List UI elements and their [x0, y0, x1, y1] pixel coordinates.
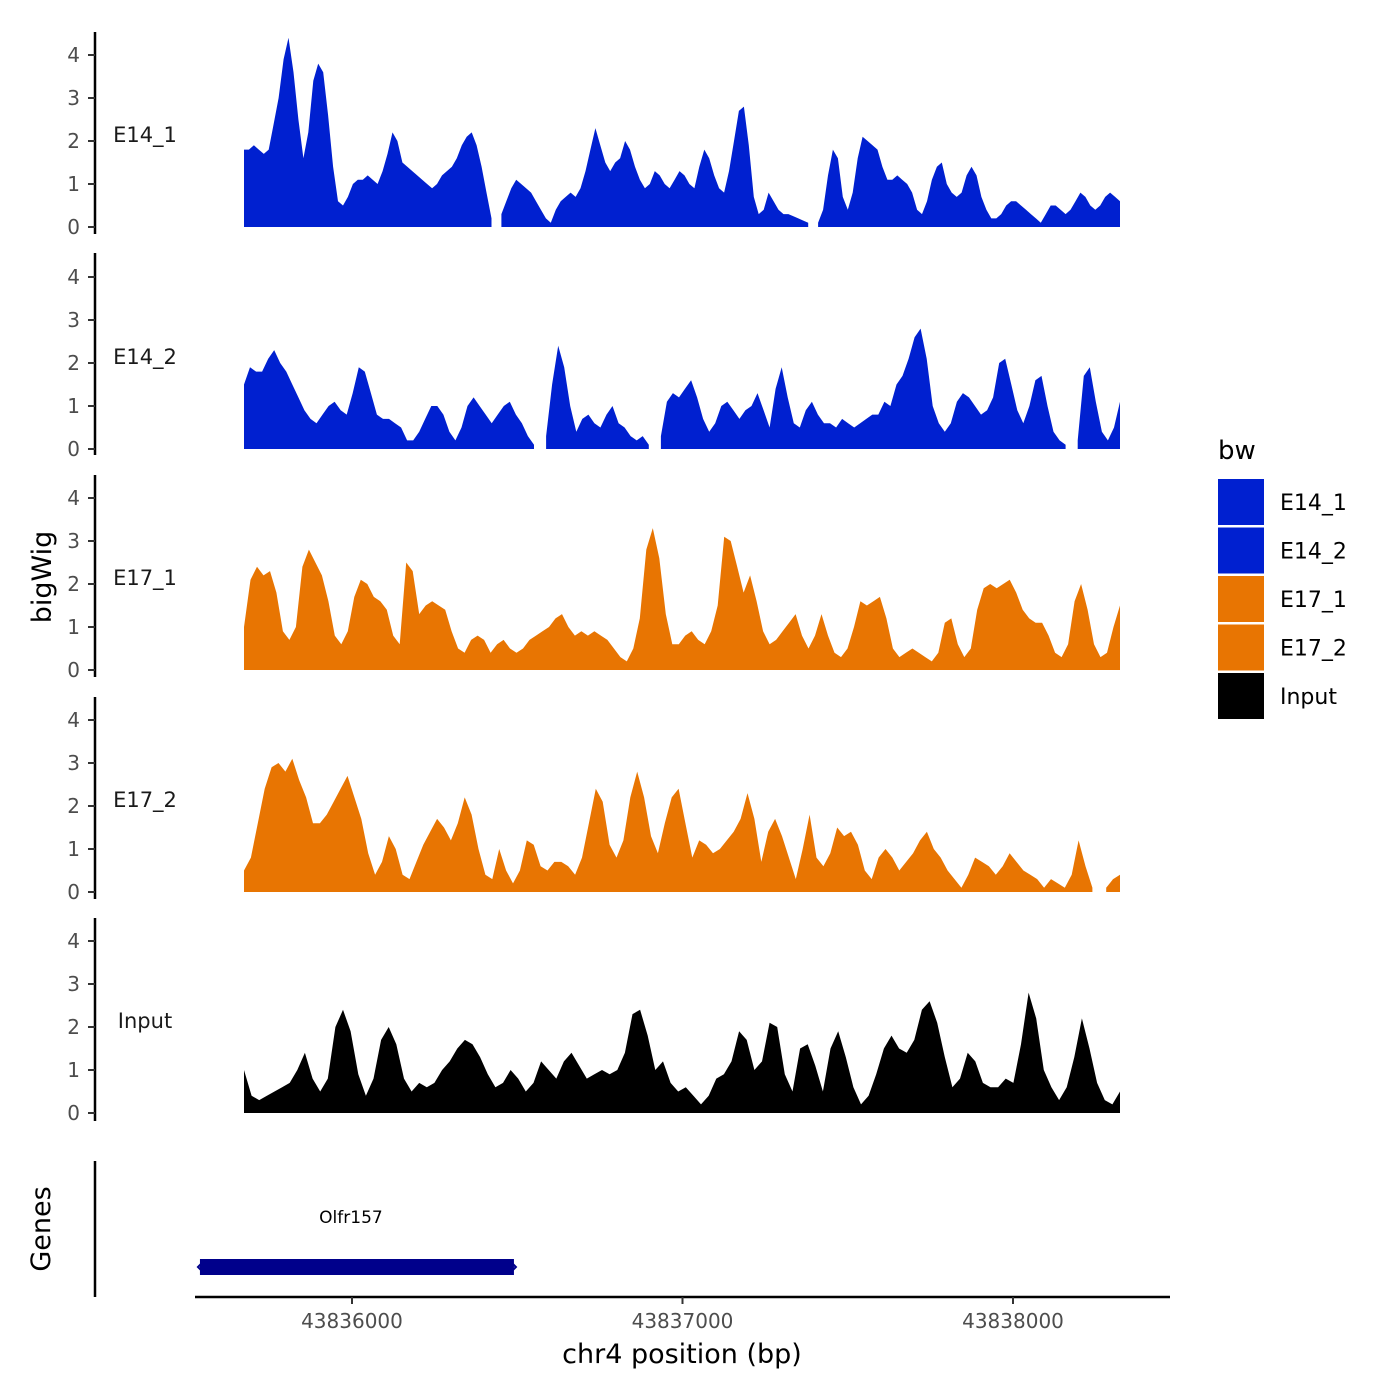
x-axis-title: chr4 position (bp) — [562, 1339, 802, 1370]
legend-label-input: Input — [1280, 685, 1337, 710]
y-tick-label: 1 — [67, 172, 80, 196]
track-panels: 0 1 2 3 4 E14_1 0 1 2 3 4 E14_2 0 1 2 3 4 E17_1 0 1 2 3 4 E17_2… — [67, 32, 1120, 1125]
y-tick-label: 0 — [67, 880, 80, 904]
genes-track: Genes Olfr157 — [26, 1161, 518, 1297]
gene-body-olfr157 — [199, 1259, 514, 1275]
legend-swatch-e17-1 — [1218, 576, 1264, 622]
track-panel-e17-2: 0 1 2 3 4 E17_2 — [67, 697, 1120, 904]
track-label: E14_2 — [113, 345, 177, 370]
y-tick-label: 4 — [67, 708, 80, 732]
y-tick-label: 1 — [67, 394, 80, 418]
coverage-area-e14-2 — [660, 328, 1066, 449]
y-tick-label: 1 — [67, 615, 80, 639]
y-tick-label: 4 — [67, 929, 80, 953]
y-axis-title: bigWig — [27, 531, 58, 624]
y-tick-label: 2 — [67, 794, 80, 818]
track-label: E17_1 — [113, 566, 177, 591]
y-tick-label: 3 — [67, 972, 80, 996]
x-tick-label: 43838000 — [962, 1309, 1064, 1333]
track-panel-e17-1: 0 1 2 3 4 E17_1 — [67, 475, 1120, 682]
y-tick-label: 1 — [67, 837, 80, 861]
coverage-area-input — [244, 992, 1120, 1113]
track-panel-input: 0 1 2 3 4 Input — [67, 918, 1120, 1125]
gene-label: Olfr157 — [319, 1208, 383, 1228]
y-tick-label: 1 — [67, 1058, 80, 1082]
y-tick-label: 4 — [67, 265, 80, 289]
coverage-area-e14-2 — [1077, 367, 1120, 449]
legend-label-e17-2: E17_2 — [1280, 637, 1347, 662]
coverage-area-e14-1 — [501, 106, 809, 227]
coverage-area-e14-2 — [546, 345, 649, 449]
genes-axis-title: Genes — [26, 1186, 57, 1271]
track-panel-e14-2: 0 1 2 3 4 E14_2 — [67, 253, 1120, 461]
legend-swatch-input — [1218, 673, 1264, 719]
track-panel-e14-1: 0 1 2 3 4 E14_1 — [67, 32, 1120, 239]
y-tick-label: 2 — [67, 572, 80, 596]
y-tick-label: 2 — [67, 1015, 80, 1039]
y-tick-label: 0 — [67, 437, 80, 461]
coverage-area-e17-1 — [244, 528, 1120, 670]
track-label: Input — [118, 1009, 172, 1033]
legend-label-e14-1: E14_1 — [1280, 491, 1347, 516]
legend-label-e17-1: E17_1 — [1280, 588, 1347, 613]
y-tick-label: 3 — [67, 86, 80, 110]
y-tick-label: 3 — [67, 308, 80, 332]
y-tick-label: 2 — [67, 129, 80, 153]
y-tick-label: 0 — [67, 658, 80, 682]
legend-swatch-e14-1 — [1218, 479, 1264, 525]
gene-strand-arrows — [196, 1260, 518, 1274]
legend-label-e14-2: E14_2 — [1280, 540, 1347, 565]
track-label: E17_2 — [113, 788, 177, 813]
y-tick-label: 0 — [67, 215, 80, 239]
legend: bw E14_1 E14_2 E17_1 E17_2 Input — [1218, 436, 1347, 719]
x-tick-label: 43837000 — [632, 1309, 734, 1333]
y-tick-label: 4 — [67, 43, 80, 67]
x-tick-label: 43836000 — [301, 1309, 403, 1333]
legend-swatch-e14-2 — [1218, 527, 1264, 574]
y-tick-label: 4 — [67, 486, 80, 510]
y-tick-label: 3 — [67, 529, 80, 553]
coverage-area-e14-1 — [244, 37, 492, 227]
y-tick-label: 3 — [67, 751, 80, 775]
legend-title: bw — [1218, 436, 1256, 466]
coverage-area-e17-2 — [244, 758, 1093, 892]
coverage-area-e17-2 — [1106, 874, 1120, 892]
y-tick-label: 2 — [67, 351, 80, 375]
legend-swatch-e17-2 — [1218, 624, 1264, 671]
x-axis: chr4 position (bp) 43836000 43837000 43838… — [195, 1295, 1170, 1370]
coverage-area-e14-2 — [244, 350, 534, 449]
y-tick-label: 0 — [67, 1101, 80, 1125]
coverage-area-e14-1 — [818, 136, 1120, 227]
track-label: E14_1 — [113, 123, 177, 148]
